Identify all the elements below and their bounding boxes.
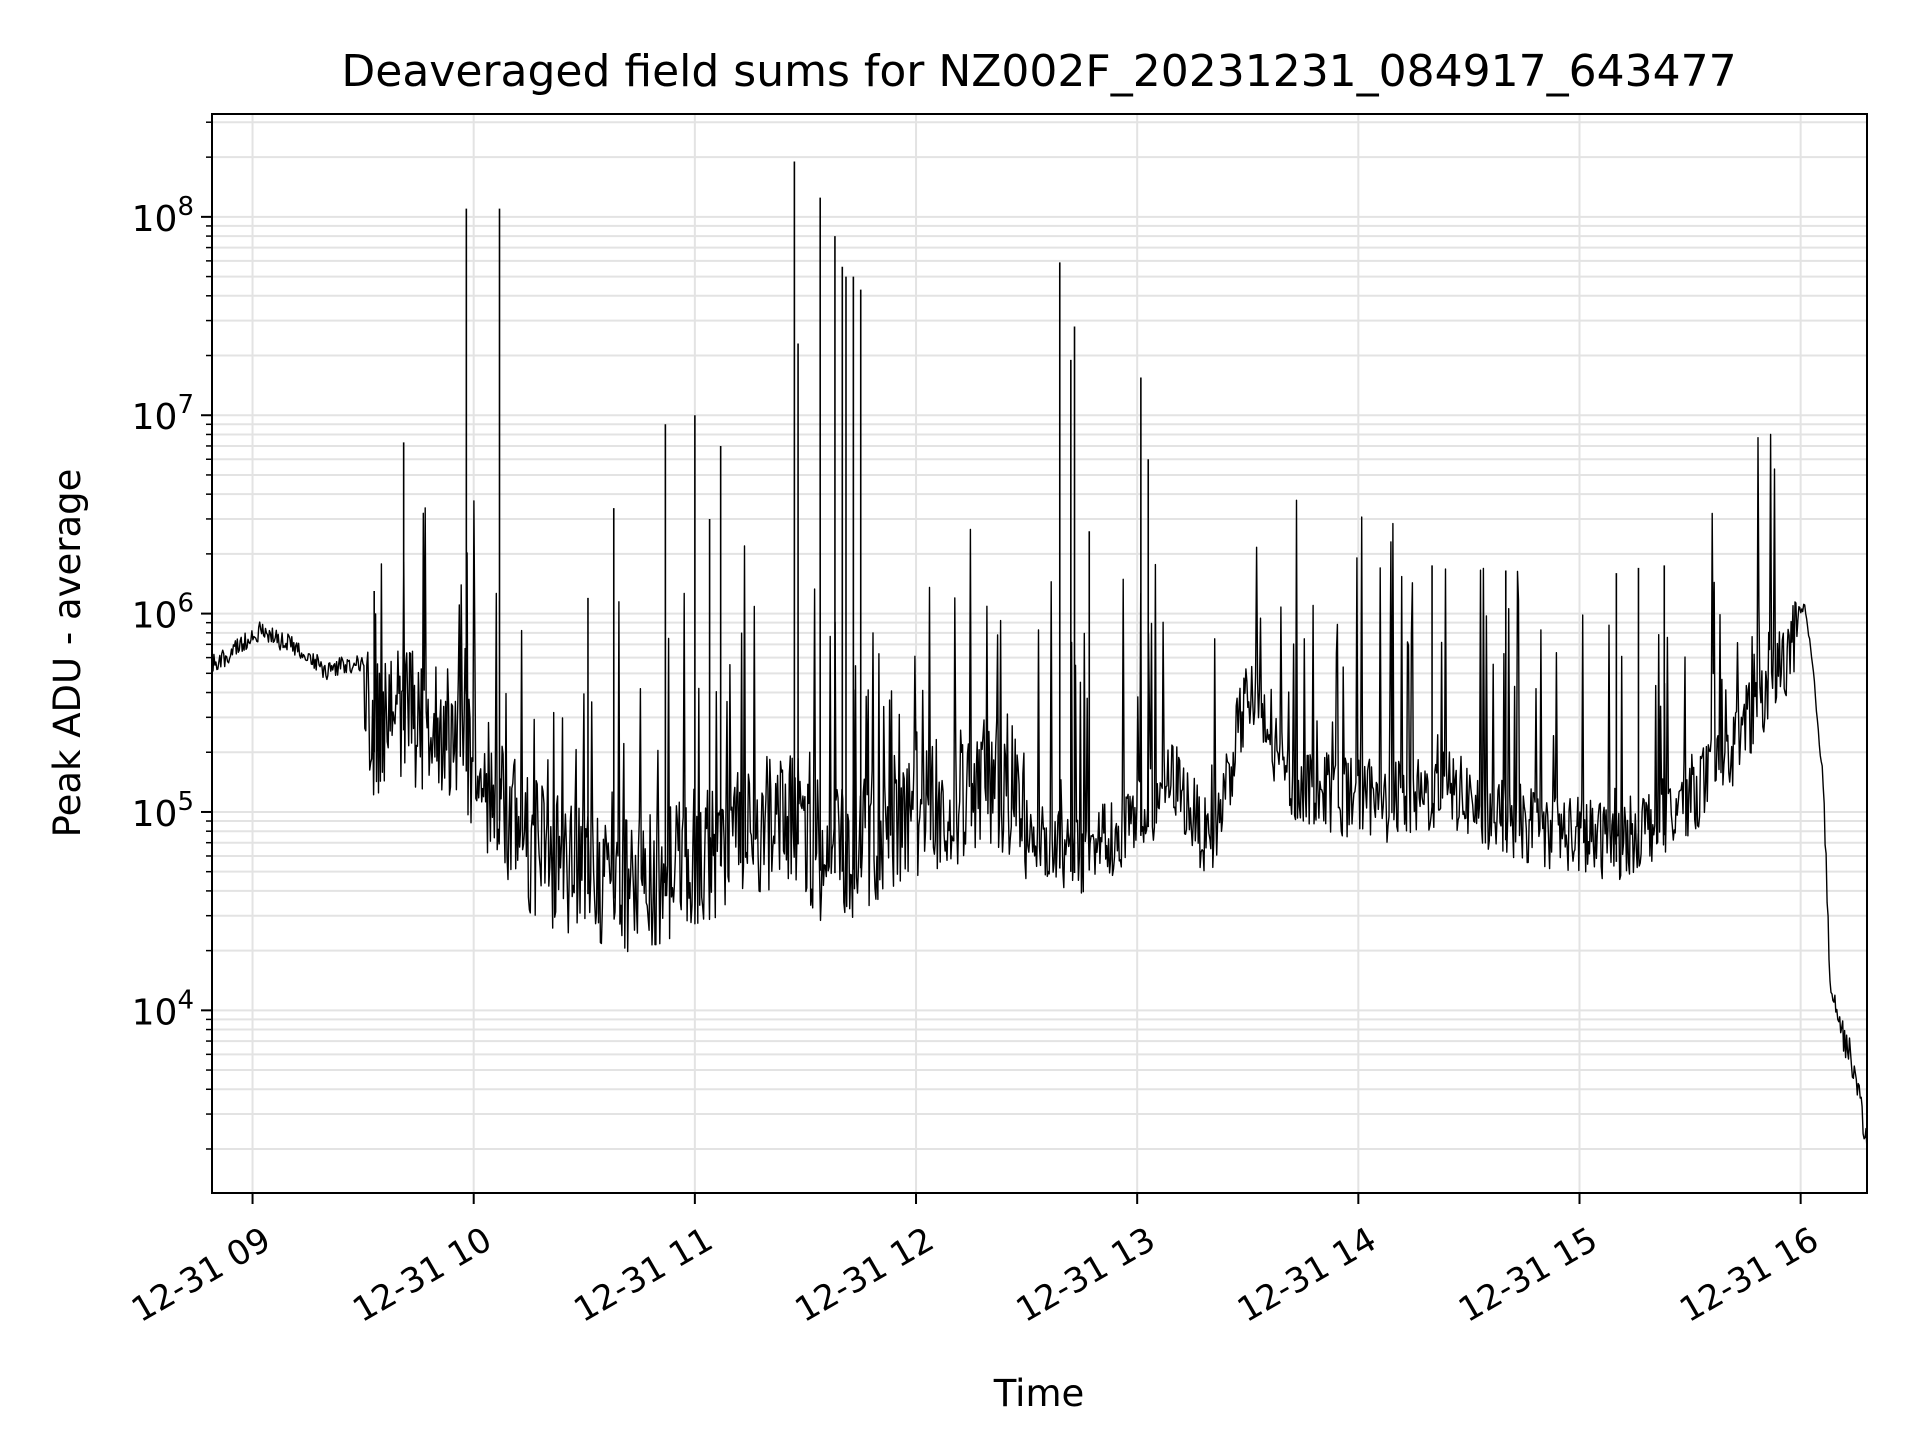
grid (212, 114, 1867, 1193)
y-axis-label: Peak ADU - average (46, 469, 89, 838)
chart-title: Deaveraged field sums for NZ002F_2023123… (341, 46, 1736, 97)
y-tick-label: 108 (132, 192, 194, 240)
plot-frame (211, 113, 1868, 1194)
y-tick-label: 104 (132, 985, 194, 1033)
y-tick-label: 105 (132, 787, 194, 835)
data-series-line (211, 433, 1868, 1151)
data-layer (211, 161, 1868, 1151)
x-axis-label: Time (993, 1372, 1085, 1415)
y-tick-label: 107 (132, 390, 194, 438)
y-tick-label: 106 (132, 589, 194, 637)
